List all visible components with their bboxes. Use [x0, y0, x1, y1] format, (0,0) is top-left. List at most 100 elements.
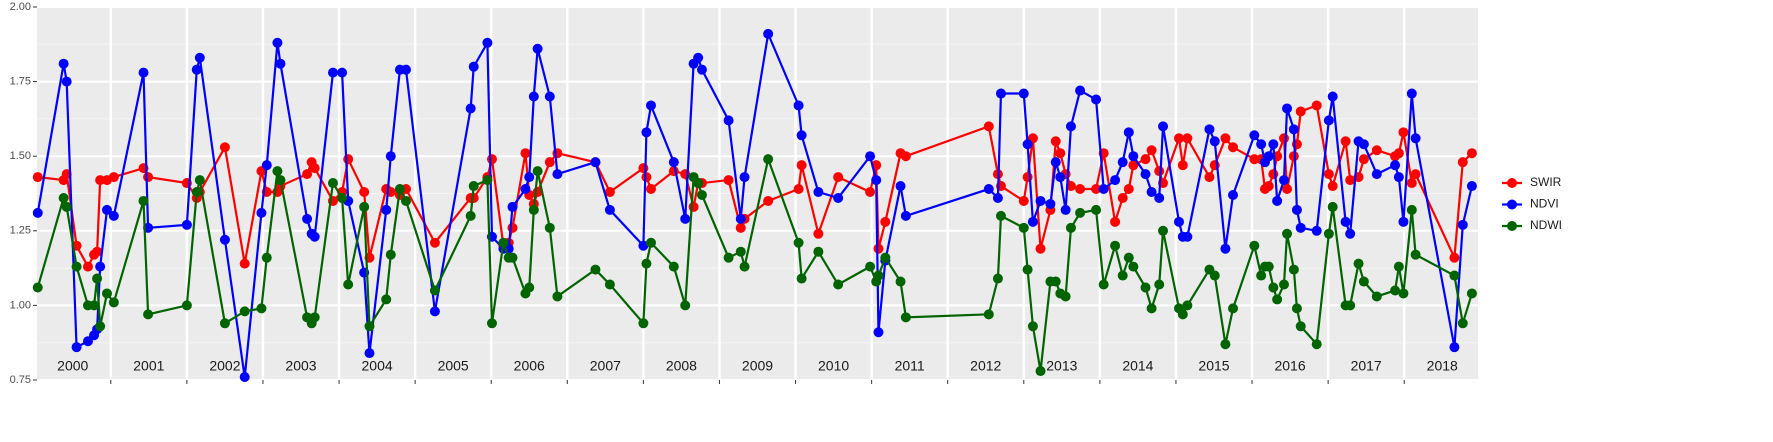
data-point: [1154, 192, 1165, 203]
data-point: [552, 291, 563, 302]
data-point: [309, 163, 320, 174]
data-point: [359, 187, 370, 198]
data-point: [108, 172, 119, 183]
data-point: [1282, 103, 1293, 114]
data-point: [1022, 139, 1033, 150]
data-point: [1353, 258, 1364, 269]
data-point: [1311, 339, 1322, 350]
data-point: [1022, 264, 1033, 275]
data-point: [239, 372, 250, 383]
data-point: [1154, 279, 1165, 290]
data-point: [544, 91, 555, 102]
data-point: [1035, 366, 1046, 377]
data-point: [1098, 184, 1109, 195]
data-point: [364, 348, 375, 359]
data-point: [1154, 166, 1165, 177]
data-point: [194, 175, 205, 186]
data-point: [983, 121, 994, 132]
data-point: [1371, 291, 1382, 302]
data-point: [302, 213, 313, 224]
data-point: [343, 154, 354, 165]
year-label: 2014: [1122, 358, 1153, 374]
data-point: [763, 154, 774, 165]
data-point: [385, 249, 396, 260]
data-point: [900, 210, 911, 221]
data-point: [32, 282, 43, 293]
data-point: [507, 222, 518, 233]
data-point: [1311, 225, 1322, 236]
data-point: [1146, 187, 1157, 198]
data-point: [1140, 169, 1151, 180]
data-point: [763, 195, 774, 206]
data-point: [1282, 184, 1293, 195]
data-point: [337, 67, 348, 78]
data-point: [58, 192, 69, 203]
data-point: [1398, 127, 1409, 138]
legend-key-point: [1507, 221, 1517, 231]
year-label: 2002: [209, 358, 240, 374]
data-point: [1146, 145, 1157, 156]
data-point: [1173, 216, 1184, 227]
data-point: [385, 151, 396, 162]
data-point: [668, 157, 679, 168]
data-point: [1449, 270, 1460, 281]
data-point: [1128, 261, 1139, 272]
data-point: [1065, 121, 1076, 132]
data-point: [1018, 195, 1029, 206]
data-point: [1177, 309, 1188, 320]
data-point: [1177, 160, 1188, 171]
data-point: [880, 252, 891, 263]
data-point: [1065, 222, 1076, 233]
data-point: [693, 178, 704, 189]
data-point: [1272, 195, 1283, 206]
data-point: [1228, 142, 1239, 153]
data-point: [1123, 252, 1134, 263]
data-point: [1398, 288, 1409, 299]
data-point: [101, 204, 112, 215]
data-point: [1228, 303, 1239, 314]
data-point: [364, 321, 375, 332]
data-point: [1410, 169, 1421, 180]
data-point: [58, 58, 69, 69]
y-tick-label: 2.00: [10, 1, 31, 13]
data-point: [92, 273, 103, 284]
data-point: [1291, 303, 1302, 314]
year-label: 2013: [1046, 358, 1077, 374]
data-point: [524, 172, 535, 183]
data-point: [813, 187, 824, 198]
data-point: [532, 166, 543, 177]
data-point: [1278, 133, 1289, 144]
year-label: 2009: [742, 358, 773, 374]
data-point: [1393, 148, 1404, 159]
data-point: [1075, 85, 1086, 96]
data-point: [95, 175, 106, 186]
data-point: [552, 148, 563, 159]
data-point: [1249, 240, 1260, 251]
data-point: [381, 294, 392, 305]
data-point: [735, 246, 746, 257]
data-point: [1228, 189, 1239, 200]
data-point: [739, 172, 750, 183]
data-point: [983, 309, 994, 320]
year-label: 2000: [57, 358, 88, 374]
legend-label: NDVI: [1530, 197, 1559, 211]
year-label: 2007: [590, 358, 621, 374]
data-point: [796, 130, 807, 141]
data-point: [1311, 100, 1322, 111]
data-point: [486, 154, 497, 165]
data-point: [1050, 276, 1061, 287]
data-point: [309, 312, 320, 323]
data-point: [143, 172, 154, 183]
data-point: [552, 169, 563, 180]
data-point: [723, 115, 734, 126]
data-point: [1410, 133, 1421, 144]
year-label: 2010: [818, 358, 849, 374]
data-point: [256, 207, 267, 218]
data-point: [1182, 231, 1193, 242]
data-point: [544, 157, 555, 168]
data-point: [604, 187, 615, 198]
data-point: [101, 288, 112, 299]
data-point: [1182, 133, 1193, 144]
data-point: [1295, 222, 1306, 233]
data-point: [486, 318, 497, 329]
